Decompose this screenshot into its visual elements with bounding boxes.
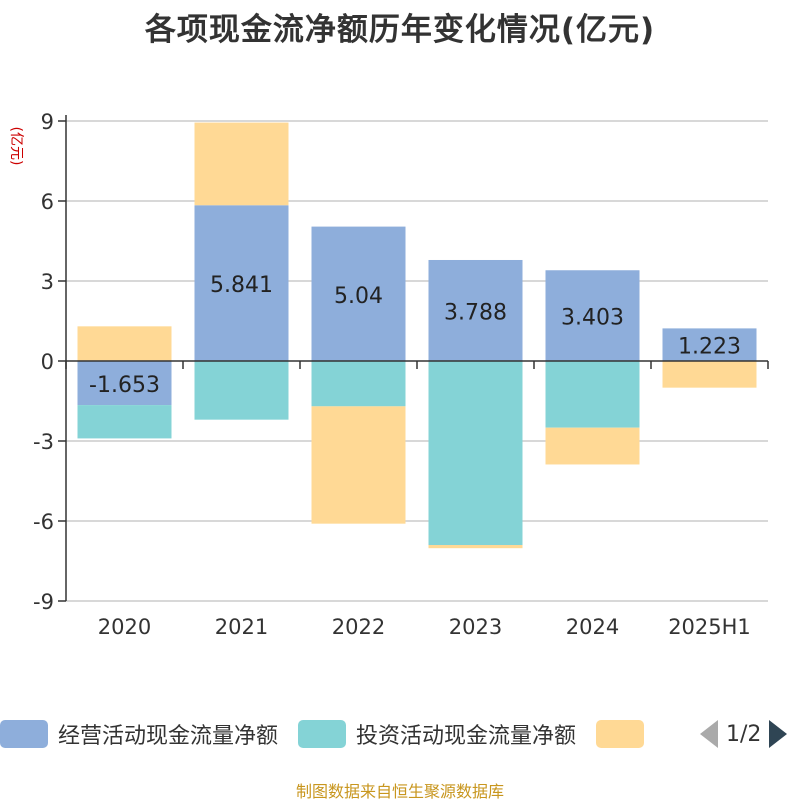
legend-swatch-third (596, 720, 645, 748)
bar-series-2-2022[interactable] (311, 406, 406, 524)
bar-series-0-2020[interactable] (77, 361, 172, 406)
bar-series-0-2024[interactable] (545, 270, 640, 361)
legend-swatch-operating (0, 720, 48, 748)
data-source-note: 制图数据来自恒生聚源数据库 (295, 782, 504, 801)
legend: 经营活动现金流量净额 投资活动现金流量净额 (0, 716, 674, 752)
y-tick-label: -9 (33, 590, 54, 614)
y-axis-title: (亿元) (8, 127, 24, 166)
bar-series-2-2020[interactable] (77, 326, 172, 361)
grid-lines (66, 120, 768, 602)
data-label: 3.403 (561, 306, 624, 331)
bar-series-2-2023[interactable] (428, 545, 523, 549)
bar-series-1-2020[interactable] (77, 405, 172, 439)
y-tick-label: 9 (41, 110, 54, 134)
bars (77, 122, 757, 549)
y-tick-label: 3 (41, 270, 54, 294)
x-tick-label: 2023 (449, 615, 502, 639)
bar-series-2-2025H1[interactable] (662, 361, 757, 388)
bar-series-1-2024[interactable] (545, 361, 640, 428)
bar-series-2-2021[interactable] (194, 122, 289, 206)
data-label: 3.788 (444, 300, 507, 325)
bar-series-0-2021[interactable] (194, 205, 289, 361)
chart-title: 各项现金流净额历年变化情况(亿元) (144, 12, 656, 48)
legend-page-indicator: 1/2 (726, 721, 762, 747)
legend-prev-icon[interactable] (700, 720, 718, 748)
data-label: 5.04 (334, 284, 383, 309)
bar-chart: 9 6 3 0 -3 -6 -9 2020 2021 2022 2023 2024 2025H1 -1.… (8, 110, 769, 639)
bar-series-1-2022[interactable] (311, 361, 406, 407)
x-tick-label: 2022 (332, 615, 385, 639)
y-tick-label: 6 (41, 190, 54, 214)
legend-swatch-investing (298, 720, 347, 748)
legend-pager: 1/2 (700, 720, 788, 748)
data-label: 1.223 (678, 335, 741, 360)
data-label: 5.841 (210, 273, 273, 298)
legend-label-investing: 投资活动现金流量净额 (356, 724, 577, 749)
legend-item-operating[interactable]: 经营活动现金流量净额 (0, 718, 278, 750)
legend-label-operating: 经营活动现金流量净额 (58, 724, 279, 749)
bar-series-0-2023[interactable] (428, 259, 523, 361)
axes: 9 6 3 0 -3 -6 -9 2020 2021 2022 2023 2024 2025H1 (33, 110, 769, 639)
bar-series-0-2025H1[interactable] (662, 328, 757, 361)
legend-next-icon[interactable] (769, 720, 788, 748)
x-tick-label: 2020 (98, 615, 151, 639)
y-tick-label: -3 (33, 430, 54, 454)
data-labels: -1.653 5.841 5.04 3.788 3.403 1.223 (89, 273, 741, 398)
y-tick-label: -6 (33, 510, 54, 534)
bar-series-1-2023[interactable] (428, 361, 523, 545)
x-tick-label: 2025H1 (668, 615, 751, 639)
x-tick-label: 2021 (215, 615, 268, 639)
legend-item-third[interactable] (596, 720, 654, 748)
bar-series-0-2022[interactable] (311, 226, 406, 361)
bar-series-2-2024[interactable] (545, 427, 640, 465)
bar-series-1-2021[interactable] (194, 361, 289, 420)
x-tick-label: 2024 (566, 615, 619, 639)
data-label: -1.653 (89, 373, 160, 398)
y-tick-label: 0 (41, 350, 54, 374)
legend-item-investing[interactable]: 投资活动现金流量净额 (298, 718, 576, 750)
